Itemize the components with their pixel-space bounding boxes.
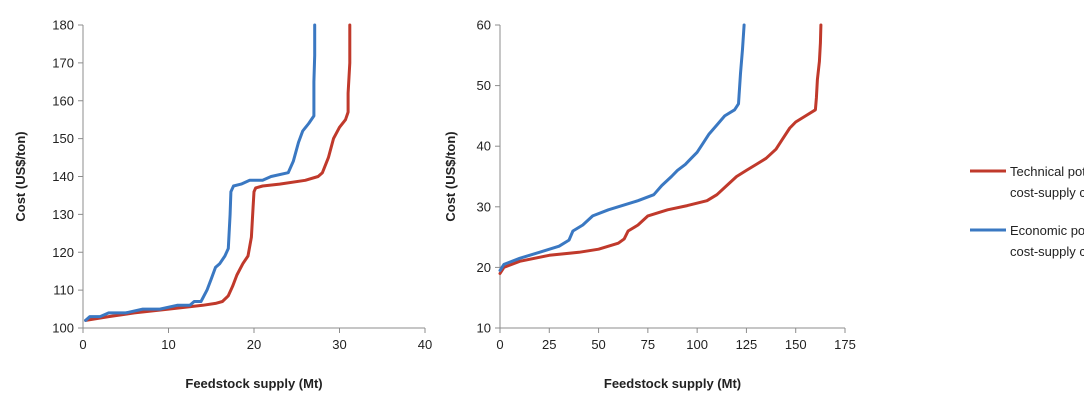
y-tick-label: 30 bbox=[477, 199, 491, 214]
x-tick-label: 0 bbox=[496, 337, 503, 352]
x-axis-title: Feedstock supply (Mt) bbox=[185, 376, 322, 391]
right-chart: 0 25 50 75 100 125 150 175 10 20 30 40 50 60 Feedstock… bbox=[443, 18, 856, 392]
y-tick-label: 120 bbox=[52, 245, 74, 260]
y-tick-label: 170 bbox=[52, 55, 74, 70]
legend-label-economic-1: Economic potential bbox=[1010, 223, 1084, 238]
x-tick-label: 10 bbox=[161, 337, 175, 352]
series-line-economic bbox=[500, 25, 744, 270]
y-tick-label: 130 bbox=[52, 207, 74, 222]
legend-label-economic-2: cost-supply curve bbox=[1010, 244, 1084, 259]
y-tick-label: 150 bbox=[52, 131, 74, 146]
y-tick-label: 50 bbox=[477, 78, 491, 93]
y-tick-label: 40 bbox=[477, 139, 491, 154]
left-chart: 0 10 20 30 40 100 110 120 130 140 150 160 170 180 Feed… bbox=[13, 18, 432, 392]
x-tick-label: 20 bbox=[247, 337, 261, 352]
legend-label-technical-1: Technical potential bbox=[1010, 164, 1084, 179]
x-tick-label: 175 bbox=[834, 337, 856, 352]
x-tick-label: 40 bbox=[418, 337, 432, 352]
x-tick-label: 75 bbox=[641, 337, 655, 352]
x-tick-label: 30 bbox=[332, 337, 346, 352]
x-tick-label: 50 bbox=[591, 337, 605, 352]
y-tick-label: 140 bbox=[52, 169, 74, 184]
y-tick-label: 60 bbox=[477, 18, 491, 33]
x-tick-label: 25 bbox=[542, 337, 556, 352]
y-axis-title: Cost (US$/ton) bbox=[13, 131, 28, 221]
y-tick-label: 100 bbox=[52, 321, 74, 336]
y-tick-label: 180 bbox=[52, 18, 74, 33]
legend: Technical potential cost-supply curve Ec… bbox=[970, 164, 1084, 259]
x-tick-label: 100 bbox=[686, 337, 708, 352]
legend-label-technical-2: cost-supply curve bbox=[1010, 185, 1084, 200]
y-tick-label: 110 bbox=[53, 283, 74, 298]
series-line-economic bbox=[86, 25, 315, 320]
y-tick-label: 20 bbox=[477, 260, 491, 275]
x-tick-label: 0 bbox=[79, 337, 86, 352]
x-tick-label: 150 bbox=[785, 337, 807, 352]
y-axis-title: Cost (US$/ton) bbox=[443, 131, 458, 221]
y-tick-label: 10 bbox=[477, 321, 491, 336]
y-tick-label: 160 bbox=[52, 93, 74, 108]
series-line-technical bbox=[86, 25, 350, 320]
x-tick-label: 125 bbox=[736, 337, 758, 352]
x-axis-title: Feedstock supply (Mt) bbox=[604, 376, 741, 391]
series-line-technical bbox=[500, 25, 821, 274]
